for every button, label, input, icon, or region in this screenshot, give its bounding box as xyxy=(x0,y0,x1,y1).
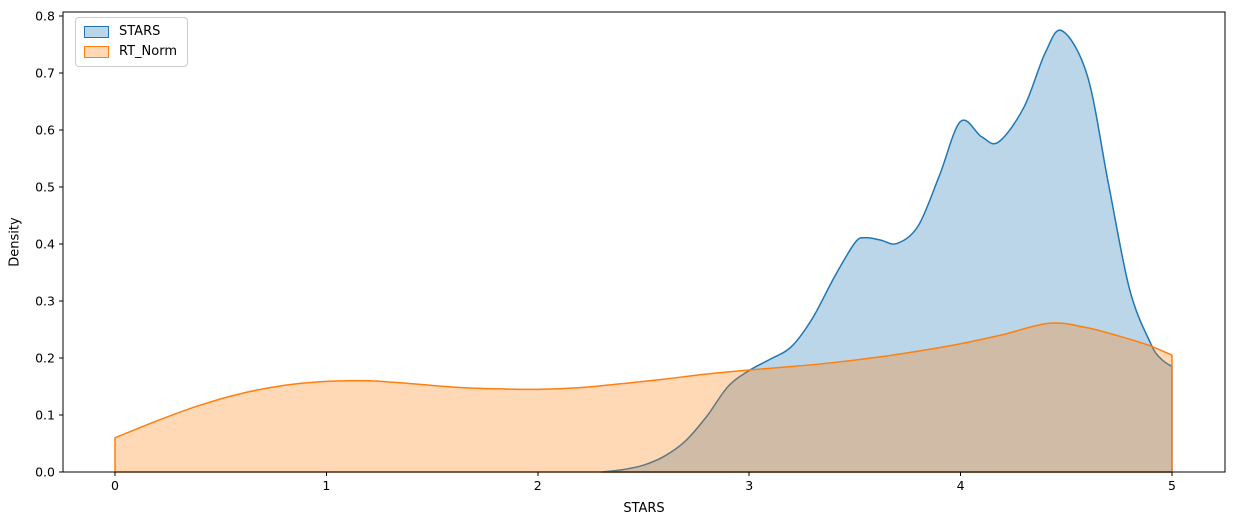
legend-swatch-rtnorm-icon xyxy=(84,45,109,58)
rt_norm-density-area xyxy=(114,322,1173,473)
y-tick-label-0.2: 0.2 xyxy=(35,350,55,365)
legend-label-stars: STARS xyxy=(119,24,161,39)
legend-label-rtnorm: RT_Norm xyxy=(119,44,177,59)
axes-layer xyxy=(59,11,1226,476)
x-tick-label-1: 1 xyxy=(322,478,330,493)
legend-swatch-stars-icon xyxy=(84,25,109,38)
y-tick-label-0.7: 0.7 xyxy=(35,65,55,80)
legend-item-rtnorm: RT_Norm xyxy=(84,44,177,59)
x-axis-label: STARS xyxy=(623,501,665,516)
y-tick-label-0.0: 0.0 xyxy=(35,464,55,479)
x-tick-label-5: 5 xyxy=(1168,478,1176,493)
y-tick-label-0.6: 0.6 xyxy=(35,122,55,137)
legend: STARS RT_Norm xyxy=(75,17,188,67)
x-tick-label-3: 3 xyxy=(745,478,753,493)
y-tick-label-0.4: 0.4 xyxy=(35,236,55,251)
x-tick-label-4: 4 xyxy=(957,478,965,493)
x-tick-label-0: 0 xyxy=(111,478,119,493)
y-tick-label-0.8: 0.8 xyxy=(35,8,55,23)
stars-density-area xyxy=(600,29,1173,473)
y-axis-label: Density xyxy=(7,217,23,267)
y-tick-label-0.1: 0.1 xyxy=(35,407,55,422)
y-tick-label-0.5: 0.5 xyxy=(35,179,55,194)
y-tick-label-0.3: 0.3 xyxy=(35,293,55,308)
x-tick-label-2: 2 xyxy=(534,478,542,493)
series-layer xyxy=(114,29,1173,473)
plot-border xyxy=(62,11,1226,473)
legend-item-stars: STARS xyxy=(84,24,177,39)
